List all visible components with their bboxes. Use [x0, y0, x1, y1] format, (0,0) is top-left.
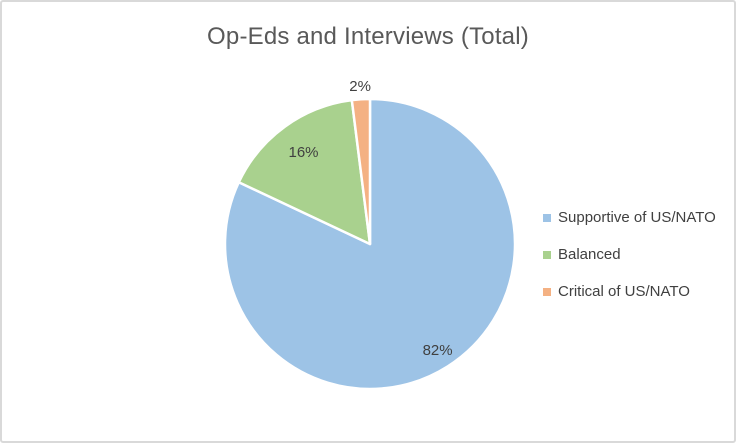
pie-slice-balanced[interactable]: [237, 98, 372, 246]
legend-marker-icon: [543, 288, 551, 296]
data-label: 2%: [349, 78, 371, 95]
legend-label: Critical of US/NATO: [558, 283, 690, 300]
data-label: 82%: [423, 342, 453, 359]
legend-marker-icon: [543, 251, 551, 259]
data-label: 16%: [288, 144, 318, 161]
pie-slice-critical-of-us-nato[interactable]: [350, 97, 372, 246]
legend-item-critical-of-us-nato[interactable]: Critical of US/NATO: [543, 283, 716, 301]
legend: Supportive of US/NATO Balanced Critical of…: [543, 209, 716, 320]
pie-chart: 82% 16% 2%: [223, 78, 517, 391]
legend-marker-icon: [543, 214, 551, 222]
legend-item-supportive-of-us-nato[interactable]: Supportive of US/NATO: [543, 209, 716, 227]
legend-item-balanced[interactable]: Balanced: [543, 246, 716, 264]
legend-label: Balanced: [558, 246, 621, 263]
chart-title: Op-Eds and Interviews (Total): [207, 23, 529, 50]
legend-label: Supportive of US/NATO: [558, 209, 716, 226]
